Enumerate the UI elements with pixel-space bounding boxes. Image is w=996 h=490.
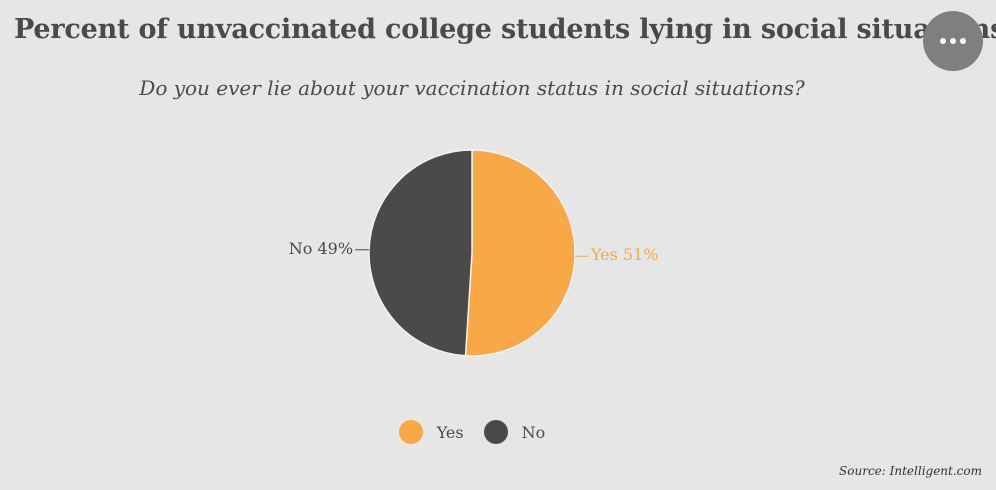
chart-title: Percent of unvaccinated college students…	[14, 14, 996, 45]
legend-swatch-yes	[398, 420, 423, 444]
pie-slice-yes[interactable]	[464, 149, 576, 357]
data-label-no: No 49%	[289, 239, 353, 258]
legend-item-yes[interactable]: Yes	[398, 420, 464, 444]
more-horizontal-icon	[940, 38, 966, 44]
source-note: Source: Intelligent.com	[839, 464, 982, 478]
legend-item-no[interactable]: No	[483, 420, 546, 444]
legend-label-yes: Yes	[436, 422, 464, 442]
chart-menu-button[interactable]	[923, 11, 983, 71]
legend-label-no: No	[521, 422, 546, 442]
pie-slice-no[interactable]	[368, 149, 473, 357]
data-label-yes: Yes 51%	[590, 245, 659, 264]
chart-subtitle: Do you ever lie about your vaccination s…	[139, 76, 805, 100]
legend-swatch-no	[483, 420, 508, 444]
chart-legend: Yes No	[0, 420, 944, 444]
